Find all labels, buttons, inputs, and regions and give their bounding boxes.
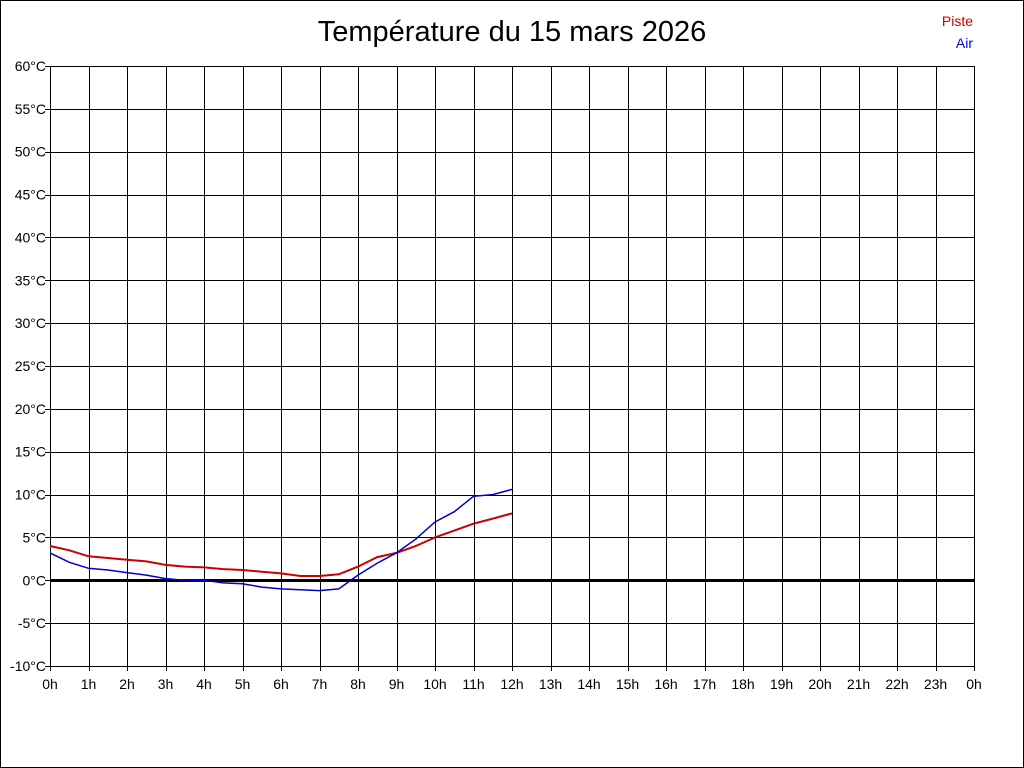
- x-tick-label: 5h: [235, 676, 251, 692]
- x-tick-label: 16h: [654, 676, 677, 692]
- x-tick-label: 12h: [500, 676, 523, 692]
- y-tick-label: 10°C: [15, 487, 46, 503]
- y-tick-label: 30°C: [15, 315, 46, 331]
- x-tick-label: 9h: [389, 676, 405, 692]
- x-tick-label: 18h: [731, 676, 754, 692]
- y-tick-label: 45°C: [15, 187, 46, 203]
- x-tick-label: 0h: [966, 676, 982, 692]
- x-tick-label: 21h: [847, 676, 870, 692]
- series-lines: [49, 488, 513, 592]
- y-tick-label: 25°C: [15, 358, 46, 374]
- x-tick-label: 0h: [42, 676, 58, 692]
- chart-title: Température du 15 mars 2026: [317, 16, 707, 48]
- y-tick-label: 5°C: [23, 529, 47, 545]
- axis-labels: 60°C 55°C 50°C 45°C 40°C 35°C 30°C 25°C 20°C 15°C…: [10, 58, 982, 692]
- y-tick-label: 40°C: [15, 229, 46, 245]
- y-tick-label: 60°C: [15, 58, 46, 74]
- series-line-air: [49, 488, 513, 592]
- y-tick-label: -10°C: [10, 658, 46, 674]
- y-tick-label: 35°C: [15, 272, 46, 288]
- y-tick-label: 20°C: [15, 401, 46, 417]
- y-tick-label: 0°C: [23, 572, 47, 588]
- x-tick-label: 17h: [693, 676, 716, 692]
- x-tick-label: 8h: [350, 676, 366, 692]
- x-tick-label: 1h: [81, 676, 97, 692]
- x-tick-label: 20h: [808, 676, 831, 692]
- x-tick-label: 6h: [273, 676, 289, 692]
- x-tick-label: 19h: [770, 676, 793, 692]
- x-tick-label: 14h: [577, 676, 600, 692]
- y-tick-label: 55°C: [15, 101, 46, 117]
- legend-piste: Piste: [941, 13, 973, 29]
- legend-air: Air: [955, 35, 973, 51]
- x-tick-label: 10h: [423, 676, 446, 692]
- y-tick-label: 50°C: [15, 144, 46, 160]
- x-tick-label: 3h: [158, 676, 174, 692]
- x-tick-label: 11h: [462, 676, 484, 692]
- x-tick-label: 13h: [539, 676, 562, 692]
- x-tick-label: 22h: [885, 676, 908, 692]
- y-tick-label: 15°C: [15, 444, 46, 460]
- x-tick-label: 2h: [119, 676, 135, 692]
- x-tick-label: 7h: [312, 676, 328, 692]
- series-line-piste: [49, 512, 513, 577]
- x-tick-label: 15h: [616, 676, 639, 692]
- y-tick-label: -5°C: [18, 615, 46, 631]
- x-tick-label: 4h: [196, 676, 212, 692]
- x-tick-label: 23h: [924, 676, 947, 692]
